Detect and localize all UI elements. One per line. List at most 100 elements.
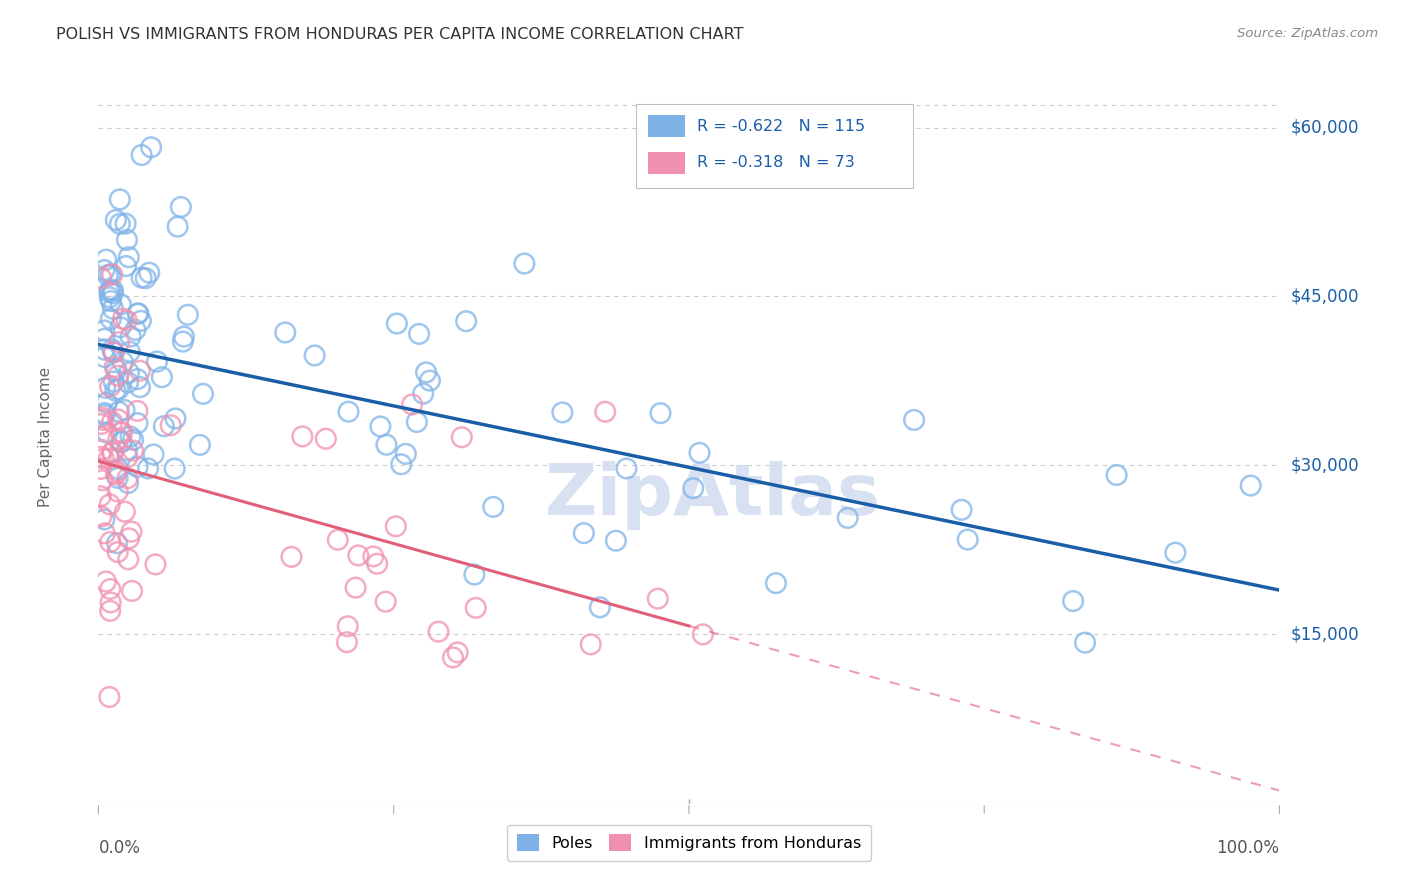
Point bbox=[108, 335, 131, 350]
Point bbox=[159, 418, 181, 433]
Point bbox=[105, 363, 128, 377]
FancyBboxPatch shape bbox=[648, 115, 685, 137]
Text: $45,000: $45,000 bbox=[1291, 287, 1360, 305]
Point bbox=[593, 405, 616, 419]
Point bbox=[370, 419, 392, 434]
Point bbox=[456, 314, 478, 328]
Point bbox=[91, 413, 114, 427]
Text: R = -0.622   N = 115: R = -0.622 N = 115 bbox=[697, 119, 865, 134]
Point bbox=[122, 443, 145, 458]
Point bbox=[551, 405, 574, 419]
Point bbox=[96, 425, 118, 440]
Point bbox=[389, 458, 412, 472]
Point bbox=[105, 464, 128, 478]
Text: $15,000: $15,000 bbox=[1291, 625, 1360, 643]
Point bbox=[101, 286, 124, 301]
Point bbox=[450, 430, 472, 444]
Point bbox=[98, 290, 121, 304]
Point bbox=[114, 403, 136, 417]
Point bbox=[463, 567, 485, 582]
Point bbox=[91, 410, 114, 425]
Point bbox=[173, 329, 195, 343]
Point bbox=[647, 591, 669, 606]
Point bbox=[117, 471, 139, 485]
Point bbox=[90, 489, 112, 503]
Point bbox=[104, 384, 127, 398]
Point bbox=[153, 419, 176, 434]
Point bbox=[115, 443, 138, 458]
Point bbox=[464, 600, 486, 615]
Point bbox=[616, 461, 638, 475]
Point bbox=[98, 535, 121, 549]
Point bbox=[166, 219, 188, 234]
Point bbox=[101, 445, 124, 459]
Point bbox=[114, 505, 136, 519]
Point bbox=[118, 366, 141, 380]
Point bbox=[90, 462, 112, 476]
Point bbox=[100, 312, 122, 326]
Point bbox=[139, 140, 162, 154]
Point bbox=[115, 233, 138, 247]
Point bbox=[129, 314, 152, 328]
Point bbox=[101, 343, 124, 357]
Point bbox=[96, 395, 118, 409]
Point bbox=[136, 461, 159, 475]
Point bbox=[100, 294, 122, 309]
Point bbox=[93, 324, 115, 338]
Point bbox=[163, 461, 186, 475]
Point bbox=[110, 320, 132, 334]
Point bbox=[103, 375, 125, 389]
Point bbox=[98, 285, 121, 299]
Point bbox=[191, 387, 214, 401]
Point bbox=[104, 467, 127, 482]
Point bbox=[605, 533, 627, 548]
Point bbox=[121, 524, 143, 539]
Point bbox=[90, 450, 112, 464]
Point bbox=[98, 690, 121, 704]
Point bbox=[110, 434, 132, 449]
Point bbox=[579, 637, 602, 651]
Point bbox=[336, 635, 359, 649]
Point bbox=[482, 500, 505, 514]
Point bbox=[114, 217, 136, 231]
Point bbox=[129, 380, 152, 394]
Point bbox=[142, 447, 165, 461]
Point bbox=[127, 372, 149, 386]
Point bbox=[96, 252, 118, 267]
Point bbox=[572, 526, 595, 541]
Point bbox=[107, 412, 129, 426]
Point bbox=[344, 581, 367, 595]
Point bbox=[108, 217, 131, 231]
Text: Per Capita Income: Per Capita Income bbox=[38, 367, 53, 508]
Point bbox=[93, 406, 115, 420]
Point bbox=[170, 200, 193, 214]
Point bbox=[103, 345, 125, 359]
Point bbox=[103, 345, 125, 359]
Point bbox=[101, 415, 124, 429]
Point bbox=[280, 549, 302, 564]
Text: $30,000: $30,000 bbox=[1291, 456, 1360, 475]
Point bbox=[131, 270, 153, 285]
Point bbox=[90, 509, 112, 524]
Point bbox=[765, 576, 787, 591]
Point bbox=[513, 256, 536, 270]
Point bbox=[120, 430, 142, 444]
Point bbox=[837, 511, 859, 525]
Point bbox=[336, 619, 359, 633]
Point bbox=[110, 425, 132, 440]
Point bbox=[135, 271, 157, 285]
Point bbox=[401, 397, 423, 411]
Point bbox=[98, 497, 121, 511]
Text: $60,000: $60,000 bbox=[1291, 119, 1360, 136]
Text: Source: ZipAtlas.com: Source: ZipAtlas.com bbox=[1237, 27, 1378, 40]
Point bbox=[172, 334, 194, 349]
Point bbox=[110, 434, 132, 449]
Point bbox=[1105, 468, 1128, 483]
Point bbox=[90, 271, 112, 285]
Point bbox=[104, 359, 127, 374]
Point bbox=[315, 432, 337, 446]
Point bbox=[950, 503, 973, 517]
Point bbox=[956, 533, 979, 547]
Point bbox=[177, 308, 200, 322]
Point bbox=[115, 259, 138, 273]
